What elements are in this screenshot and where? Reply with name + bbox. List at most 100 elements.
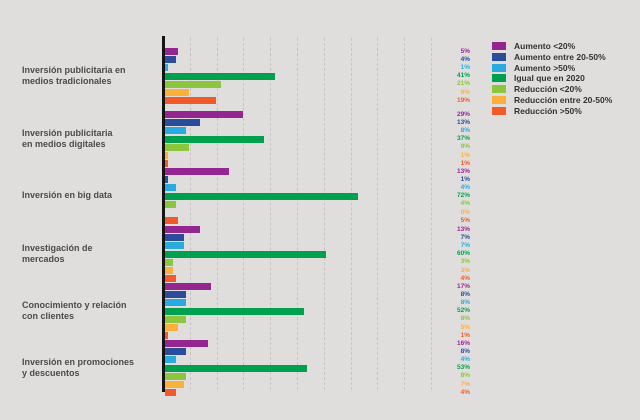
value-label: 52%	[456, 307, 470, 315]
legend-item: Reducción >50%	[492, 106, 612, 116]
bar	[165, 97, 216, 105]
bar	[165, 127, 187, 135]
value-label: 8%	[460, 126, 470, 134]
gridline	[270, 38, 272, 390]
gridline	[377, 38, 379, 390]
category-label: Inversión publicitaria en medios tradici…	[22, 65, 126, 86]
legend-label: Igual que en 2020	[514, 73, 585, 84]
legend-swatch	[492, 52, 506, 61]
gridline	[431, 38, 432, 390]
value-label: 13%	[456, 225, 470, 233]
bar	[165, 267, 174, 274]
bar	[165, 64, 168, 72]
bar	[165, 299, 187, 307]
bar	[165, 143, 190, 151]
value-label: 9%	[460, 143, 470, 151]
category-label: Inversión publicitaria en medios digital…	[22, 128, 113, 149]
value-label: 1%	[460, 175, 470, 183]
bar	[165, 283, 211, 290]
bar	[165, 111, 243, 118]
value-label: 8%	[460, 347, 470, 355]
bar	[165, 192, 358, 200]
bar	[165, 72, 275, 80]
value-label: 4%	[460, 355, 470, 363]
value-label: 5%	[460, 47, 470, 55]
bar	[165, 217, 179, 225]
bar	[165, 160, 168, 168]
legend-item: Aumento entre 20-50%	[492, 51, 612, 62]
bar	[165, 48, 179, 55]
value-label: 16%	[456, 339, 470, 347]
value-label: 7%	[460, 241, 470, 249]
bar	[165, 200, 176, 208]
gridline	[189, 38, 191, 390]
bar	[165, 315, 187, 323]
bar	[165, 348, 187, 356]
bar	[165, 80, 222, 88]
legend-item: Aumento >50%	[492, 62, 612, 73]
gridline	[297, 38, 298, 390]
legend-label: Reducción entre 20-50%	[514, 94, 613, 105]
value-label: 29%	[456, 110, 470, 118]
bar	[165, 332, 168, 340]
bar	[165, 135, 265, 143]
bar	[165, 364, 308, 372]
gridline	[216, 38, 218, 390]
gridline	[243, 38, 245, 390]
bar	[165, 242, 184, 250]
category-label: Inversión en big data	[22, 190, 113, 200]
gridline	[323, 38, 325, 390]
value-label: 3%	[460, 258, 470, 266]
bar	[165, 324, 179, 331]
bar	[165, 340, 208, 347]
bar	[165, 56, 176, 64]
value-label: 4%	[460, 200, 470, 208]
value-label: 13%	[456, 167, 470, 175]
legend-item: Igual que en 2020	[492, 73, 612, 84]
bar	[165, 119, 200, 127]
value-label: 8%	[460, 315, 470, 323]
value-label: 4%	[460, 55, 470, 63]
value-label: 21%	[456, 80, 470, 88]
bar	[165, 152, 168, 159]
value-label: 8%	[460, 298, 470, 306]
value-label: 3%	[460, 266, 470, 274]
category-label: Investigación de mercados	[22, 243, 93, 264]
legend-swatch	[492, 42, 506, 50]
legend-label: Aumento <20%	[514, 41, 576, 51]
value-label: 13%	[456, 118, 470, 126]
value-label: 1%	[460, 151, 470, 159]
value-label: 1%	[460, 159, 470, 167]
bar	[165, 381, 184, 388]
bar	[165, 372, 187, 380]
bar	[165, 250, 326, 258]
legend-swatch	[492, 63, 506, 72]
bar	[165, 89, 190, 96]
value-label: 37%	[456, 135, 470, 143]
bar	[165, 307, 305, 315]
value-label: 60%	[456, 250, 470, 258]
value-label: 0%	[460, 208, 470, 216]
value-label: 1%	[460, 331, 470, 339]
value-label: 41%	[456, 72, 470, 80]
gridline	[404, 38, 406, 390]
legend-item: Reducción entre 20-50%	[492, 94, 613, 105]
bar	[165, 275, 176, 283]
bar	[165, 176, 168, 184]
legend-label: Aumento >50%	[514, 62, 576, 73]
y-axis-line	[162, 36, 165, 392]
value-label: 7%	[460, 380, 470, 388]
value-label: 72%	[456, 192, 470, 200]
value-label: 19%	[456, 96, 470, 104]
legend-swatch	[492, 95, 506, 104]
legend-label: Aumento entre 20-50%	[514, 51, 606, 62]
legend-label: Reducción <20%	[514, 84, 582, 95]
value-label: 4%	[460, 388, 470, 396]
legend: Aumento <20% Aumento entre 20-50% Aumento …	[492, 41, 613, 118]
bar	[165, 234, 184, 242]
bar	[165, 389, 176, 397]
gridline	[350, 38, 352, 390]
legend-item: Reducción <20%	[492, 84, 612, 95]
category-label: Conocimiento y relación con clientes	[22, 300, 127, 321]
